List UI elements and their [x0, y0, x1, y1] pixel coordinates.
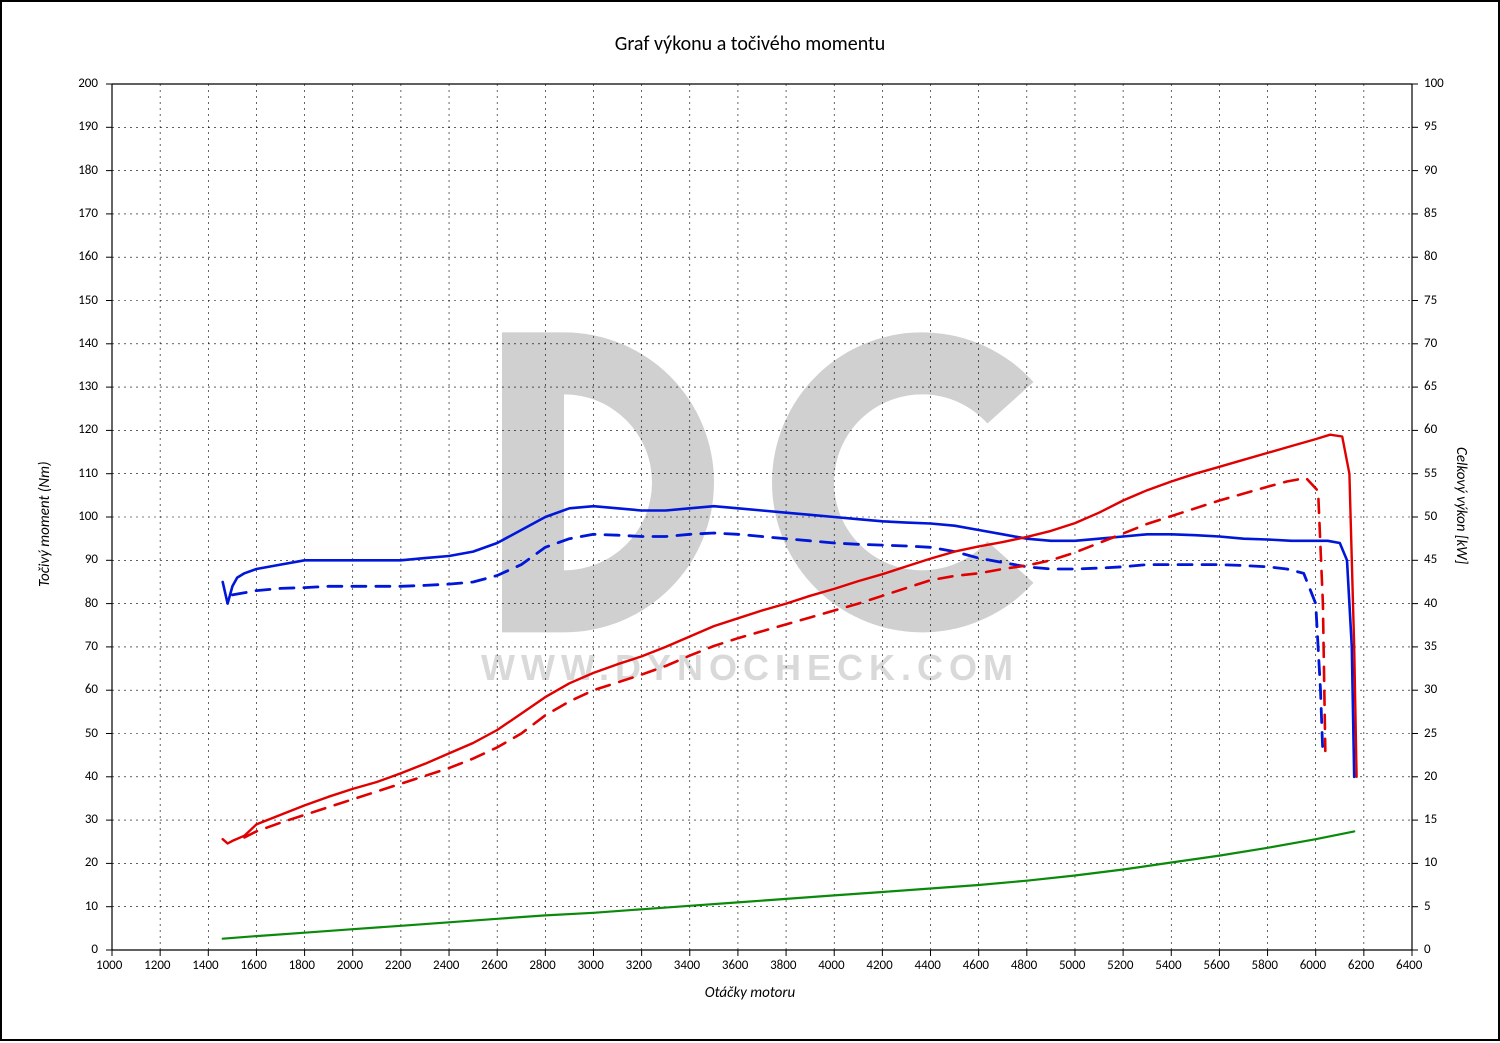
plot-area — [2, 2, 1500, 1043]
series-loss_green — [223, 831, 1355, 938]
series-power_dashed — [244, 478, 1325, 837]
series-power_solid — [223, 435, 1357, 844]
series-torque_dashed — [232, 533, 1323, 755]
dyno-chart: Graf výkonu a točivého momentu WWW.DYNOC… — [0, 0, 1500, 1041]
series-torque_solid — [223, 506, 1355, 777]
